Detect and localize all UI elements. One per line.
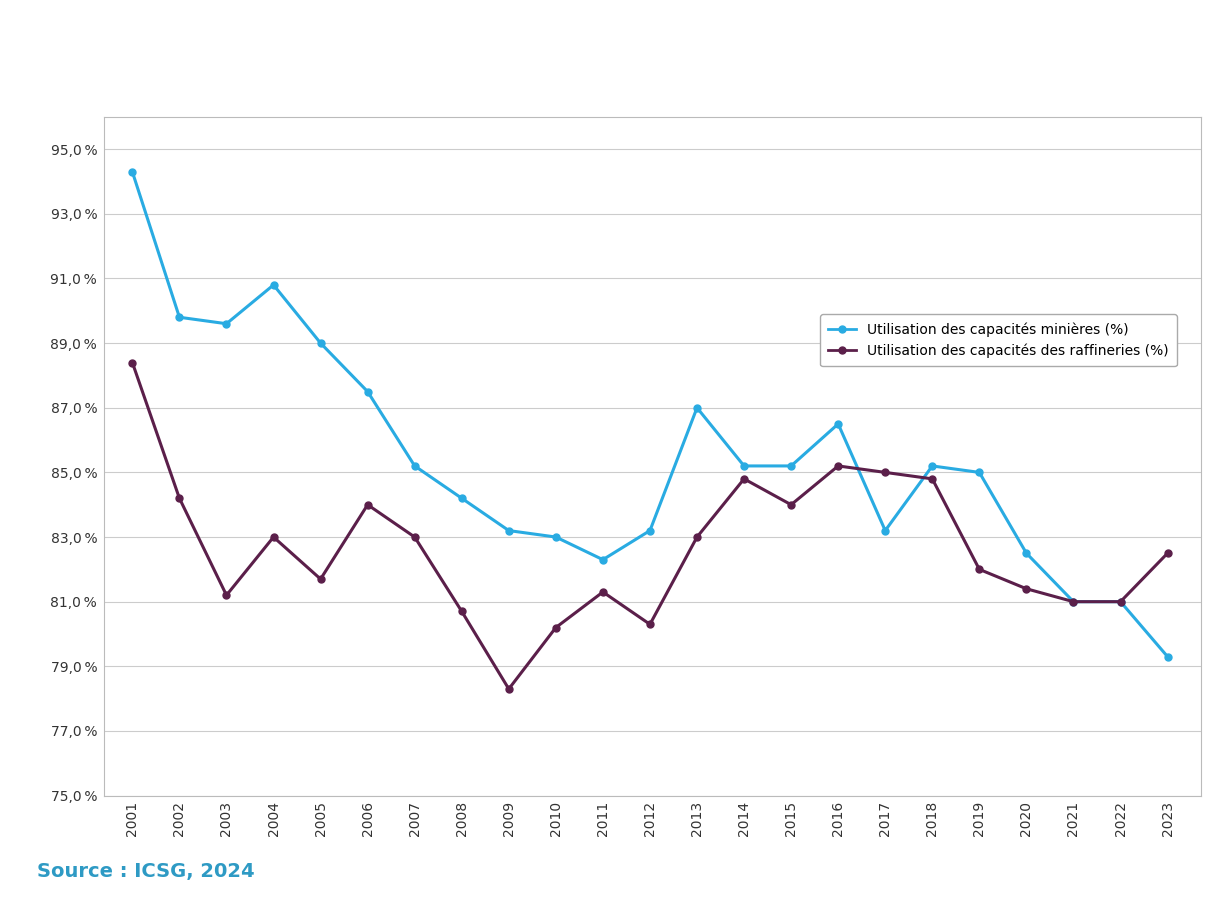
Legend: Utilisation des capacités minières (%), Utilisation des capacités des raffinerie: Utilisation des capacités minières (%), … [820,314,1177,367]
Text: Source : ICSG, 2024: Source : ICSG, 2024 [37,861,255,880]
Text: Utilisation des capacités minières et métallurgiques mondiales, en %: Utilisation des capacités minières et mé… [43,32,1182,62]
